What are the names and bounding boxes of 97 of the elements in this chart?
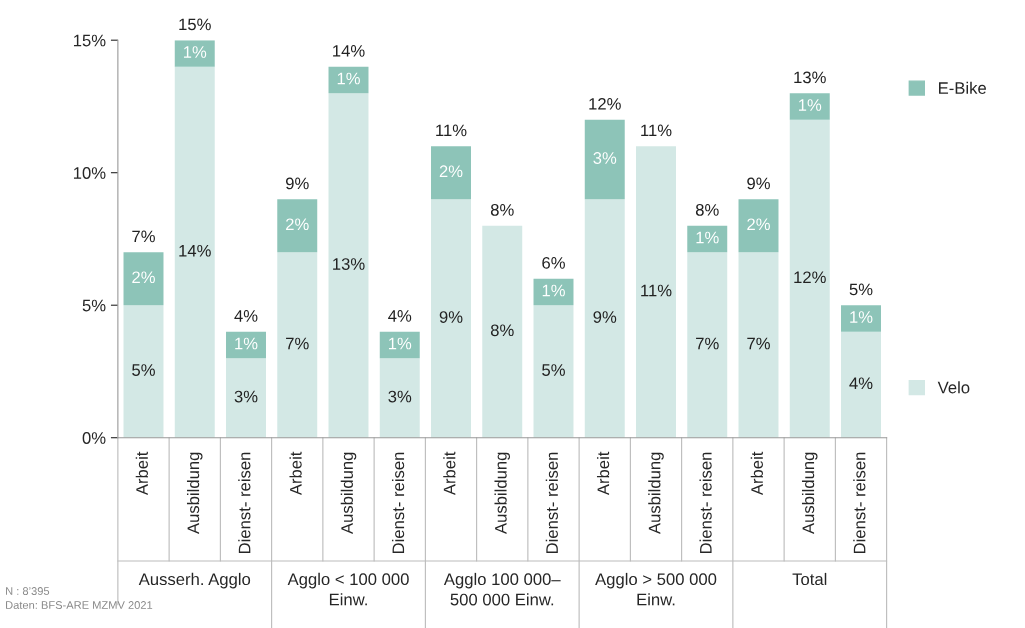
total-label: 4% [234,310,258,322]
text: Total [792,572,827,586]
bar [482,225,523,438]
total-label: 9% [285,177,309,190]
data-label: 7% [747,337,770,350]
bar [687,252,728,438]
bar [379,358,420,438]
total-label: 6% [542,256,565,269]
y-tick-label: 5% [82,299,106,312]
bar [123,252,164,306]
x-tick-label: Arbeit [750,451,763,496]
data-label: 2% [132,271,155,284]
bar [328,93,369,438]
total-label: 11% [641,124,672,137]
total-label: 13% [794,71,826,84]
bar [738,252,779,438]
data-label: 13% [333,258,365,270]
data-label: 1% [235,337,258,350]
bar [584,199,625,438]
data-label: 2% [747,218,770,231]
x-tick-label: Arbeit [443,451,456,496]
data-label: 9% [439,311,463,323]
data-label: 4% [849,377,873,390]
bar [431,199,471,438]
total-label: 4% [388,310,412,322]
data-label: 2% [286,218,309,231]
x-tick-label: Arbeit [289,451,302,496]
y-tick-label: 0% [82,432,106,444]
text: N : 8’395 [6,587,50,595]
data-label: 5% [132,364,155,376]
data-label: 7% [696,337,719,350]
text: Agglo < 100 000 Einw. [287,572,409,606]
data-label: 1% [388,337,412,350]
bar [687,225,728,253]
bar [533,305,574,438]
total-label: 8% [695,203,719,216]
bar [277,252,318,438]
x-tick-label: Ausbildung [340,452,357,535]
data-label: 1% [696,231,719,244]
data-label: 7% [286,337,309,350]
bar [226,331,266,359]
bar [789,119,830,438]
x-tick-label: Dienst- reisen [853,452,866,554]
total-label: 11% [436,124,467,137]
data-label: 3% [388,390,412,403]
text: Agglo > 500 000 Einw. [595,572,717,606]
x-tick-label: Ausbildung [648,452,664,535]
x-tick-label: Dienst- reisen [699,452,712,554]
text: Daten: BFS-ARE MZMV 2021 [6,601,153,609]
data-label: 11% [641,284,672,297]
bar [738,199,779,253]
total-label: 9% [747,177,770,190]
total-label: 7% [132,230,155,243]
data-label: 1% [183,46,207,58]
data-label: 2% [439,165,463,178]
x-tick-label: Dienst- reisen [545,452,558,554]
bar [789,93,830,120]
data-label: 5% [542,364,565,376]
legend-label: Velo [937,381,970,394]
bar [277,199,318,253]
x-tick-label: Dienst- reisen [238,452,251,554]
bar [174,66,215,438]
total-label: 8% [490,203,514,216]
total-label: 12% [589,97,621,110]
data-label: 1% [542,284,565,297]
text: Ausserh. Agglo [138,572,251,589]
total-label: 15% [179,18,211,31]
data-label: 3% [593,152,617,164]
bar [584,119,625,200]
text: Agglo 100 000– 500 000 Einw. [443,572,561,606]
bar [841,305,881,332]
data-label: 14% [179,244,211,257]
data-label: 1% [337,72,360,85]
y-tick-label: 15% [73,34,106,47]
bar [636,146,676,438]
bar [174,40,215,67]
x-tick-label: Arbeit [135,451,148,496]
data-label: 9% [593,311,617,323]
total-label: 5% [849,283,873,296]
data-label: 1% [850,311,873,323]
y-tick-label: 10% [73,167,106,179]
total-label: 14% [333,45,365,57]
data-label: 3% [234,390,258,403]
bar [226,358,266,438]
bar [431,146,471,200]
x-tick-label: Arbeit [596,451,610,496]
x-tick-label: Ausbildung [494,452,511,535]
legend-label: E-Bike [939,81,986,94]
data-label: 12% [794,271,826,284]
data-label: 1% [798,99,822,111]
bar [379,331,420,359]
x-tick-label: Dienst- reisen [391,452,405,554]
x-tick-label: Ausbildung [186,452,203,535]
bar [123,305,164,438]
data-label: 8% [490,324,514,337]
bar [841,331,881,438]
x-tick-label: Ausbildung [801,452,818,535]
